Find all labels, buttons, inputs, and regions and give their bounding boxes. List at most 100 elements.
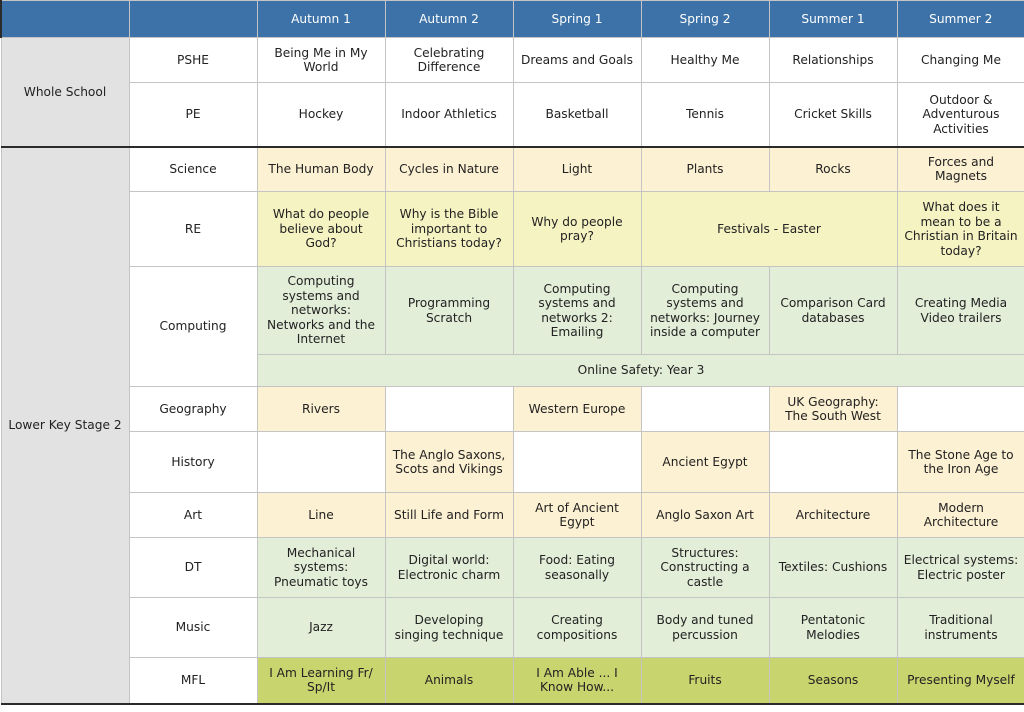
cell: Jazz [256, 597, 386, 658]
cell: Traditional instruments [896, 597, 1024, 658]
cell: Rocks [768, 145, 898, 192]
cell: The Anglo Saxons, Scots and Vikings [384, 431, 514, 493]
cell: Programming Scratch [384, 266, 514, 355]
cell-empty [640, 386, 770, 432]
subject-music: Music [128, 597, 258, 658]
cell: The Stone Age to the Iron Age [896, 431, 1024, 493]
cell: Textiles: Cushions [768, 537, 898, 598]
cell: Line [256, 492, 386, 538]
subject-art: Art [128, 492, 258, 538]
cell-online-safety: Online Safety: Year 3 [256, 354, 1024, 387]
cell: Light [512, 145, 642, 192]
cell: Electrical systems: Electric poster [896, 537, 1024, 598]
header-corner-subject [128, 0, 258, 38]
cell: I Am Able ... I Know How... [512, 657, 642, 705]
cell: Presenting Myself [896, 657, 1024, 705]
cell: Plants [640, 145, 770, 192]
cell: Hockey [256, 82, 386, 147]
row-geography: Geography Rivers Western Europe UK Geogr… [1, 386, 1024, 432]
cell: Art of Ancient Egypt [512, 492, 642, 538]
cell: Dreams and Goals [512, 37, 642, 83]
row-computing: Computing Computing systems and networks… [1, 266, 1024, 387]
cell: Creating Media Video trailers [896, 266, 1024, 355]
cell: Ancient Egypt [640, 431, 770, 493]
cell: Computing systems and networks 2: Emaili… [512, 266, 642, 355]
cell: Why do people pray? [512, 191, 642, 267]
cell-empty [256, 431, 386, 493]
subject-re: RE [128, 191, 258, 267]
cell: Developing singing technique [384, 597, 514, 658]
header-corner-group [0, 0, 130, 38]
cell: Cricket Skills [768, 82, 898, 147]
header-autumn-1: Autumn 1 [256, 0, 386, 38]
subject-dt: DT [128, 537, 258, 598]
cell: Structures: Constructing a castle [640, 537, 770, 598]
header-autumn-2: Autumn 2 [384, 0, 514, 38]
header-summer-1: Summer 1 [768, 0, 898, 38]
cell: Rivers [256, 386, 386, 432]
cell: I Am Learning Fr/ Sp/It [256, 657, 386, 705]
cell: The Human Body [256, 145, 386, 192]
row-dt: DT Mechanical systems: Pneumatic toys Di… [1, 537, 1024, 598]
subject-geography: Geography [128, 386, 258, 432]
cell: What do people believe about God? [256, 191, 386, 267]
cell: Indoor Athletics [384, 82, 514, 147]
subject-history: History [128, 431, 258, 493]
cell: Relationships [768, 37, 898, 83]
cell: Tennis [640, 82, 770, 147]
group-lower-key-stage-2: Lower Key Stage 2 [0, 145, 130, 705]
cell-empty [384, 386, 514, 432]
row-pshe: Whole School PSHE Being Me in My World C… [0, 37, 1024, 147]
cell: Basketball [512, 82, 642, 147]
cell: Western Europe [512, 386, 642, 432]
row-mfl: MFL I Am Learning Fr/ Sp/It Animals I Am… [1, 657, 1024, 705]
cell: Being Me in My World [256, 37, 386, 83]
row-re: RE What do people believe about God? Why… [1, 191, 1024, 267]
subject-pe: PE [128, 82, 258, 147]
cell: Anglo Saxon Art [640, 492, 770, 538]
cell: Outdoor & Adventurous Activities [896, 82, 1024, 147]
cell: Fruits [640, 657, 770, 705]
cell: Mechanical systems: Pneumatic toys [256, 537, 386, 598]
group-whole-school: Whole School [0, 37, 130, 147]
cell: Seasons [768, 657, 898, 705]
cell: Creating compositions [512, 597, 642, 658]
cell: Architecture [768, 492, 898, 538]
row-art: Art Line Still Life and Form Art of Anci… [1, 492, 1024, 538]
header-spring-1: Spring 1 [512, 0, 642, 38]
cell-empty [512, 431, 642, 493]
cell: Body and tuned percussion [640, 597, 770, 658]
cell-empty [896, 386, 1024, 432]
cell: UK Geography: The South West [768, 386, 898, 432]
row-science: Lower Key Stage 2 Science The Human Body… [0, 145, 1024, 705]
row-pe: PE Hockey Indoor Athletics Basketball Te… [1, 82, 1024, 147]
subject-computing: Computing [128, 266, 258, 387]
header-spring-2: Spring 2 [640, 0, 770, 38]
cell: Digital world: Electronic charm [384, 537, 514, 598]
cell: Computing systems and networks: Networks… [256, 266, 386, 355]
header-summer-2: Summer 2 [896, 0, 1024, 38]
cell: Healthy Me [640, 37, 770, 83]
cell: Why is the Bible important to Christians… [384, 191, 514, 267]
cell: Still Life and Form [384, 492, 514, 538]
cell: Cycles in Nature [384, 145, 514, 192]
cell: Comparison Card databases [768, 266, 898, 355]
row-history: History The Anglo Saxons, Scots and Viki… [1, 431, 1024, 493]
subject-science: Science [128, 145, 258, 192]
cell: Food: Eating seasonally [512, 537, 642, 598]
cell: Changing Me [896, 37, 1024, 83]
cell: Animals [384, 657, 514, 705]
cell: What does it mean to be a Christian in B… [896, 191, 1024, 267]
row-online-safety: Online Safety: Year 3 [1, 354, 1024, 387]
row-music: Music Jazz Developing singing technique … [1, 597, 1024, 658]
cell-empty [768, 431, 898, 493]
cell: Celebrating Difference [384, 37, 514, 83]
header-row: Autumn 1 Autumn 2 Spring 1 Spring 2 Summ… [0, 0, 1024, 38]
cell: Pentatonic Melodies [768, 597, 898, 658]
cell: Forces and Magnets [896, 145, 1024, 192]
subject-mfl: MFL [128, 657, 258, 705]
cell: Computing systems and networks: Journey … [640, 266, 770, 355]
cell: Modern Architecture [896, 492, 1024, 538]
subject-pshe: PSHE [128, 37, 258, 83]
